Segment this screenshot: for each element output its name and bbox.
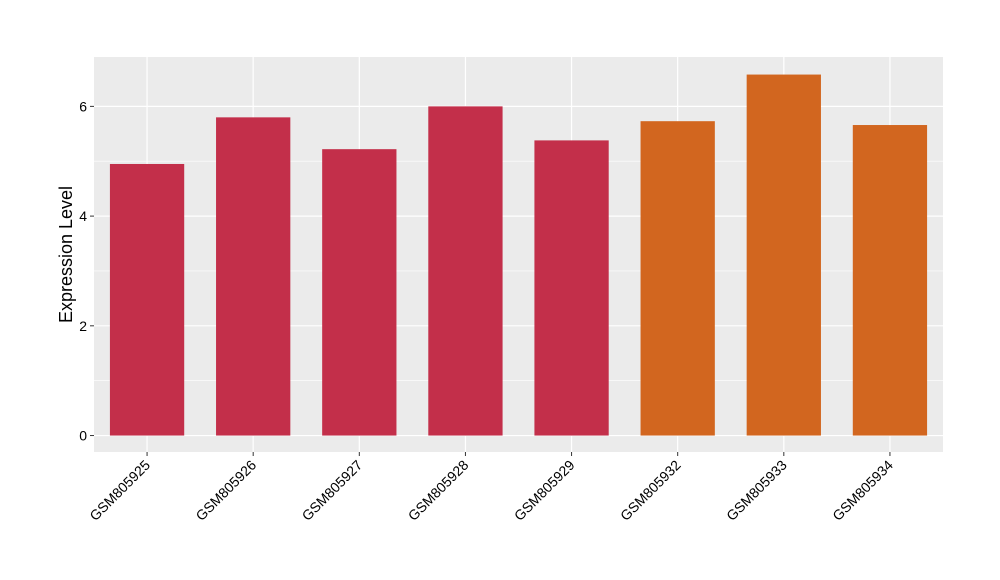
x-tick-label: GSM805928: [405, 457, 472, 524]
x-tick-label: GSM805925: [86, 457, 153, 524]
y-tick-label: 0: [79, 428, 87, 444]
bar-GSM805927: [322, 149, 397, 436]
x-tick-label: GSM805933: [723, 457, 790, 524]
x-tick-label: GSM805934: [829, 457, 896, 524]
bar-GSM805929: [534, 140, 609, 436]
y-axis-title: Expression Level: [56, 186, 76, 323]
bars: [109, 74, 928, 436]
bar-GSM805932: [640, 121, 715, 436]
bar-GSM805928: [428, 106, 503, 436]
x-tick-label: GSM805932: [617, 457, 684, 524]
bar-GSM805926: [216, 117, 291, 436]
y-tick-label: 4: [79, 208, 87, 224]
bar-GSM805925: [109, 163, 185, 436]
x-tick-label: GSM805929: [511, 457, 578, 524]
y-tick-label: 6: [79, 98, 87, 114]
bar-GSM805934: [852, 125, 928, 436]
y-axis: 0 2 4 6: [79, 98, 94, 444]
x-tick-label: GSM805926: [192, 457, 259, 524]
x-axis: GSM805925 GSM805926 GSM805927 GSM805928 GSM8…: [86, 452, 896, 524]
x-tick-label: GSM805927: [299, 457, 366, 524]
bar-GSM805933: [746, 74, 821, 436]
y-tick-label: 2: [79, 318, 87, 334]
